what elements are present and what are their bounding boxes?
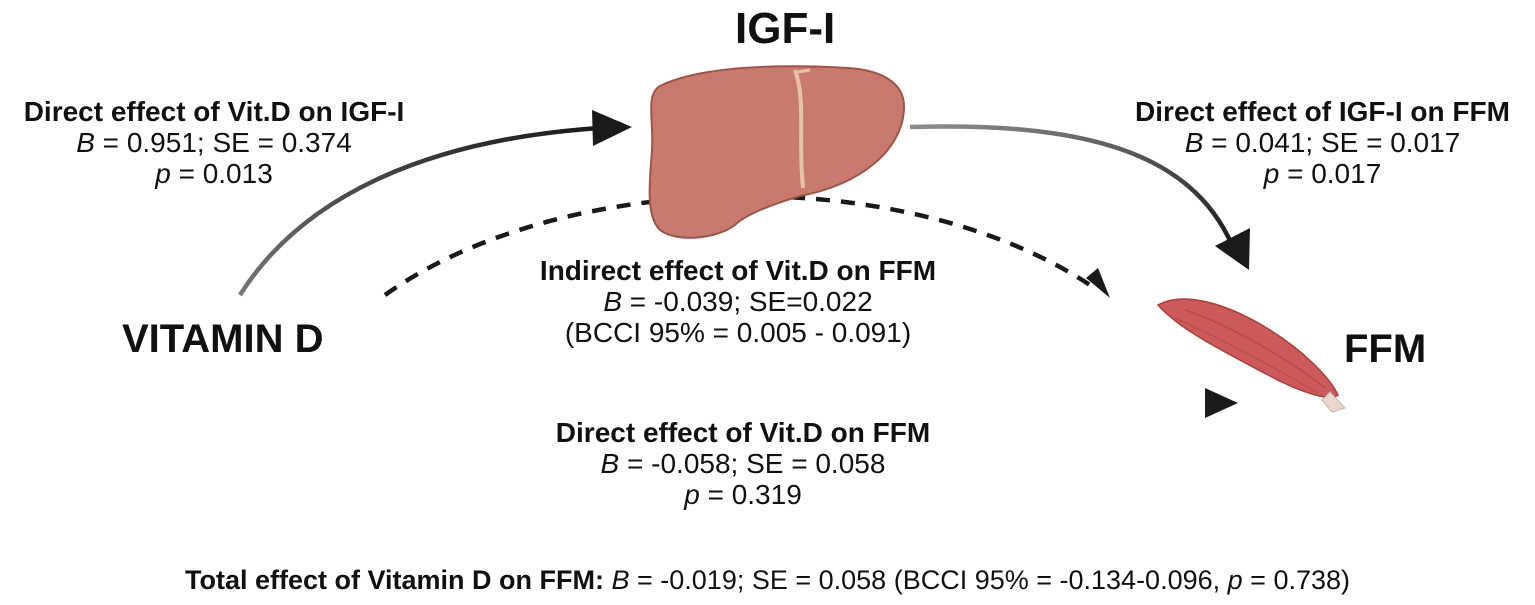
label-indirect-ci: (BCCI 95% = 0.005 - 0.091) [564,317,912,348]
label-igf-to-ffm: Direct effect of IGF-I on FFM B = 0.041;… [1115,96,1530,189]
label-indirect-b: B = -0.039; SE=0.022 [603,286,873,317]
label-vitd-to-ffm-title: Direct effect of Vit.D on FFM [555,417,931,448]
muscle-icon [1156,298,1346,413]
total-effect-b-label: B [611,565,630,595]
arrow-vitd-to-igf [238,110,632,297]
total-effect-values: = -0.019; SE = 0.058 (BCCI 95% = -0.134-… [629,565,1228,595]
label-indirect: Indirect effect of Vit.D on FFM B = -0.0… [508,255,968,348]
liver-icon [648,65,906,239]
label-vitd-to-igf-b: B = 0.951; SE = 0.374 [76,127,352,158]
arrow-indirect-dashed [383,193,1110,298]
label-vitd-to-igf: Direct effect of Vit.D on IGF-I B = 0.95… [4,96,424,189]
label-vitd-to-ffm-p: p = 0.319 [684,479,802,510]
label-vitd-to-ffm: Direct effect of Vit.D on FFM B = -0.058… [528,417,958,510]
total-effect-title: Total effect of Vitamin D on FFM: [184,565,604,595]
node-vitamin-d-label: VITAMIN D [122,317,324,361]
label-vitd-to-igf-title: Direct effect of Vit.D on IGF-I [23,96,405,127]
label-igf-to-ffm-title: Direct effect of IGF-I on FFM [1135,96,1510,127]
label-indirect-title: Indirect effect of Vit.D on FFM [539,255,937,286]
label-vitd-to-igf-p: p = 0.013 [155,158,273,189]
arrow-igf-to-ffm [909,124,1250,270]
total-effect: Total effect of Vitamin D on FFM: B = -0… [0,565,1535,596]
label-vitd-to-ffm-b: B = -0.058; SE = 0.058 [600,448,886,479]
label-igf-to-ffm-p: p = 0.017 [1263,158,1382,189]
node-igf-label: IGF-I [735,4,836,53]
node-ffm-label: FFM [1344,327,1427,371]
total-effect-p-value: = 0.738) [1242,565,1350,595]
total-effect-p-label: p [1227,565,1243,595]
arrow-vitd-to-ffm [268,388,1238,418]
label-igf-to-ffm-b: B = 0.041; SE = 0.017 [1184,127,1461,158]
